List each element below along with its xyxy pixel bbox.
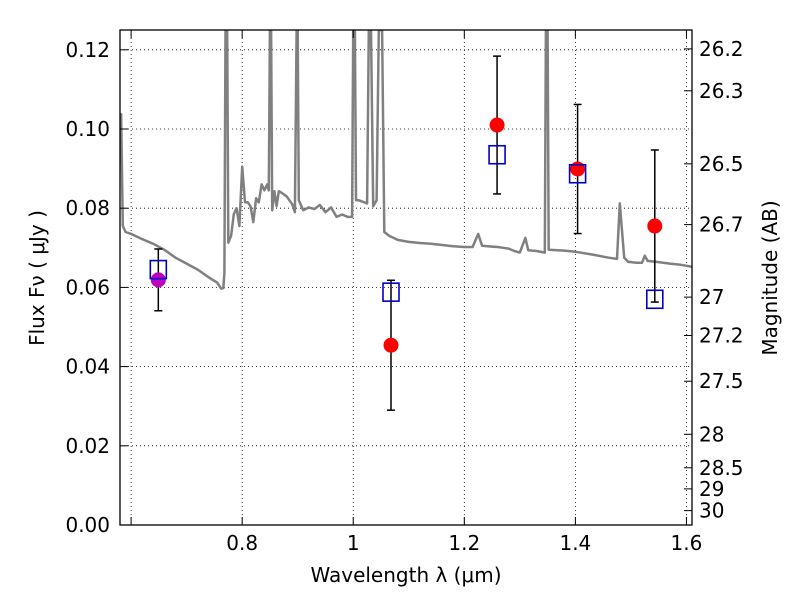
magnitude-tick-label: 26.3 (699, 79, 744, 103)
y-tick-label: 0.00 (65, 513, 110, 537)
observed-point (383, 337, 399, 353)
magnitude-tick-label: 29 (699, 477, 724, 501)
y-tick-label: 0.08 (65, 196, 110, 220)
plot-area (120, 30, 692, 525)
x-tick-label: 1.4 (559, 531, 591, 555)
model-photometry-square (488, 144, 506, 165)
y-tick-label: 0.02 (65, 434, 110, 458)
observed-point (489, 117, 505, 133)
y-axis-label: Flux Fν ( μJy ) (25, 210, 49, 346)
x-tick-label: 1 (347, 531, 360, 555)
points-layer (150, 117, 663, 353)
x-tick-label: 1.6 (671, 531, 703, 555)
observed-point (570, 161, 586, 177)
magnitude-tick-label: 27.2 (699, 323, 744, 347)
model-layer (120, 30, 692, 290)
x-axis-label: Wavelength λ (μm) (310, 563, 501, 587)
magnitude-tick-label: 26.7 (699, 213, 744, 237)
magnitude-axis-label: Magnitude (AB) (758, 200, 782, 355)
x-axis: 0.8 1 1.2 1.4 1.6 (130, 30, 703, 555)
x-tick-label: 1.2 (448, 531, 480, 555)
y-tick-label: 0.04 (65, 355, 110, 379)
model-photometry-square (645, 289, 664, 310)
model-spectrum-line (120, 30, 692, 290)
y-tick-label: 0.06 (65, 275, 110, 299)
model-photometry-square (149, 259, 168, 280)
squares-layer (149, 144, 664, 310)
magnitude-tick-label: 27.5 (699, 369, 744, 393)
y-tick-label: 0.12 (65, 38, 110, 62)
x-tick-label: 0.8 (226, 531, 258, 555)
observed-point (150, 272, 166, 288)
model-photometry-square (568, 163, 587, 184)
magnitude-tick-label: 26.5 (699, 152, 744, 176)
plot-frame (119, 29, 693, 526)
magnitude-tick-label: 26.2 (699, 37, 744, 61)
magnitude-tick-label: 28 (699, 422, 724, 446)
magnitude-tick-label: 27 (699, 285, 724, 309)
magnitude-tick-label: 30 (699, 499, 724, 523)
magnitude-tick-label: 28.5 (699, 456, 744, 480)
y-axis: 0.00 0.02 0.04 0.06 0.08 0.10 0.12 (65, 38, 128, 537)
y-tick-label: 0.10 (65, 117, 110, 141)
observed-point (647, 218, 663, 234)
model-photometry-square (382, 282, 400, 302)
